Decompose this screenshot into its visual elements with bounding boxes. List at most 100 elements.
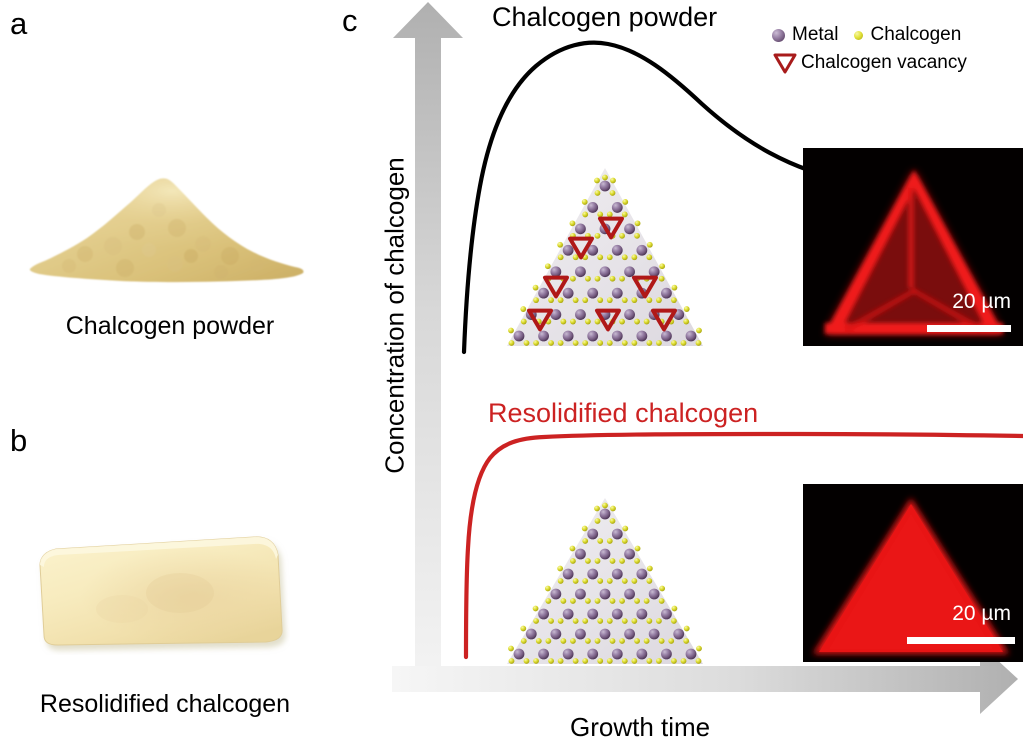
chalcogen-atom — [683, 306, 690, 312]
chalcogen-atom — [606, 658, 613, 664]
metal-atom — [624, 548, 635, 560]
metal-atom — [624, 309, 635, 320]
metal-atom — [562, 568, 574, 580]
metal-atom — [538, 287, 549, 299]
metal-atom — [611, 330, 623, 342]
chalcogen-atom — [621, 254, 628, 261]
metal-atom — [636, 568, 648, 580]
chalcogen-atom — [658, 638, 665, 644]
metal-atom — [587, 568, 599, 580]
chalcogen-atom — [594, 275, 601, 282]
chalcogen-atom — [671, 284, 678, 291]
chalcogen-atom — [557, 297, 564, 304]
chalcogen-atom — [646, 340, 653, 346]
chalcogen-atom — [581, 525, 588, 532]
chalcogen-atom — [585, 275, 591, 282]
metal-atom — [562, 608, 574, 620]
metal-sphere-icon — [772, 28, 785, 42]
chalcogen-atom — [544, 263, 551, 270]
chalcogen-atom — [659, 585, 666, 592]
chalcogen-atom — [671, 340, 677, 346]
chalcogen-atom — [520, 625, 527, 632]
chalcogen-atom — [533, 340, 539, 346]
chalcogen-atom — [680, 340, 687, 346]
metal-atom — [538, 648, 549, 660]
chalcogen-atom — [606, 254, 613, 261]
chalcogen-atom — [631, 297, 638, 304]
chalcogen-vacancy-marker — [568, 236, 594, 260]
chalcogen-atom — [602, 502, 608, 509]
metal-atom — [562, 330, 574, 342]
metal-atom — [575, 266, 586, 278]
chalcogen-atom — [621, 538, 628, 544]
metal-atom — [575, 548, 586, 560]
chalcogen-atom — [656, 658, 662, 664]
chalcogen-atom — [634, 545, 641, 552]
chalcogen-atom — [619, 275, 625, 282]
chalcogen-atom — [597, 538, 604, 544]
pl-scalebar-line-bottom — [907, 637, 1015, 644]
chalcogen-vacancy-icon — [773, 53, 797, 74]
metal-atom — [575, 628, 586, 640]
chalcogen-atom — [597, 618, 604, 624]
metal-atom — [562, 244, 574, 256]
legend-item-chalcogen: Chalcogen — [854, 24, 961, 46]
metal-atom — [550, 588, 562, 600]
chalcogen-atom — [646, 297, 653, 304]
chalcogen-atom — [560, 638, 567, 644]
chalcogen-atom — [585, 558, 591, 564]
metal-atom — [661, 648, 672, 660]
metal-atom — [538, 330, 549, 342]
legend-row-2: Chalcogen vacancy — [772, 50, 1022, 76]
metal-atom — [673, 628, 685, 640]
metal-atom — [550, 266, 562, 278]
chalcogen-vacancy-marker — [543, 275, 569, 299]
chalcogen-atom — [557, 254, 564, 261]
chalcogen-atom — [557, 340, 564, 346]
metal-atom — [636, 244, 648, 256]
metal-atom — [685, 648, 697, 660]
chalcogen-atom — [582, 538, 589, 544]
metal-atom — [599, 548, 611, 560]
metal-atom — [636, 648, 648, 660]
chalcogen-atom — [634, 318, 640, 325]
chalcogen-atom — [569, 220, 576, 227]
lattice-pristine — [507, 498, 703, 664]
panel-letter-b: b — [10, 423, 28, 458]
axes-arrows — [392, 2, 1018, 714]
chalcogen-atom — [606, 578, 613, 584]
chalcogen-atom — [548, 658, 554, 664]
chalcogen-atom — [658, 598, 665, 604]
chalcogen-atom — [570, 638, 576, 644]
chalcogen-atom — [610, 505, 616, 512]
chalcogen-atom — [557, 618, 564, 624]
chalcogen-vacancy-marker — [651, 308, 677, 332]
metal-atom — [513, 330, 525, 342]
chalcogen-atom — [643, 638, 650, 644]
chalcogen-atom — [658, 275, 665, 282]
chalcogen-atom — [570, 598, 576, 604]
chalcogen-atom — [695, 340, 702, 346]
curve-title-chalcogen-powder: Chalcogen powder — [492, 2, 718, 32]
chalcogen-atom — [523, 340, 530, 346]
metal-atom — [525, 628, 537, 640]
chalcogen-atom — [508, 645, 514, 652]
chalcogen-atom — [572, 254, 579, 261]
chalcogen-atom — [532, 284, 539, 291]
chalcogen-sphere-icon — [854, 30, 864, 40]
chalcogen-atom — [631, 340, 638, 346]
metal-atom — [648, 588, 660, 600]
chalcogen-atom — [557, 565, 564, 572]
chalcogen-atom — [631, 254, 638, 261]
chalcogen-atom — [560, 598, 567, 604]
chalcogen-atom — [671, 297, 677, 304]
chalcogen-atom — [621, 297, 628, 304]
metal-atom — [599, 508, 611, 520]
chalcogen-atom — [621, 578, 628, 584]
pl-scalebar-line-top — [927, 325, 1011, 332]
pl-scalebar-label-top: 20 µm — [952, 290, 1011, 313]
chalcogen-atom — [646, 618, 653, 624]
metal-atom — [685, 330, 697, 342]
metal-atom — [661, 608, 672, 620]
